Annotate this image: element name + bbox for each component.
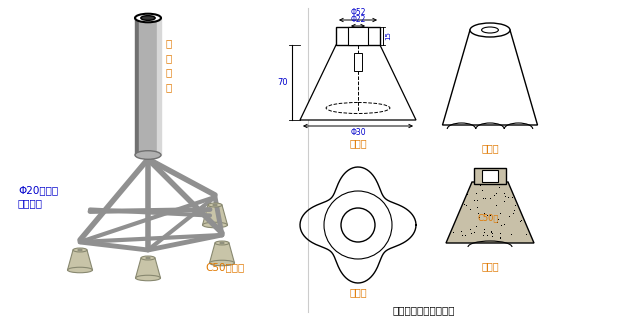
Ellipse shape xyxy=(146,257,150,259)
Text: 侧视图: 侧视图 xyxy=(349,138,367,148)
Text: 平面图: 平面图 xyxy=(349,287,367,297)
Ellipse shape xyxy=(210,260,235,266)
Ellipse shape xyxy=(78,249,82,251)
Ellipse shape xyxy=(215,241,229,245)
Bar xyxy=(482,170,498,182)
Polygon shape xyxy=(136,258,161,278)
Text: 15: 15 xyxy=(385,32,391,40)
Ellipse shape xyxy=(135,14,161,22)
Text: 立视图: 立视图 xyxy=(481,143,499,153)
Text: C50砼垫块: C50砼垫块 xyxy=(205,262,244,272)
Polygon shape xyxy=(442,30,538,125)
Bar xyxy=(474,168,506,184)
Ellipse shape xyxy=(203,222,228,228)
Text: 10: 10 xyxy=(399,107,408,113)
Polygon shape xyxy=(300,45,416,120)
Ellipse shape xyxy=(135,151,161,159)
Ellipse shape xyxy=(141,256,155,260)
Polygon shape xyxy=(210,243,235,263)
Ellipse shape xyxy=(73,248,87,252)
Ellipse shape xyxy=(136,275,161,281)
Ellipse shape xyxy=(208,203,222,207)
Bar xyxy=(135,18,139,155)
Ellipse shape xyxy=(470,23,510,37)
Text: C50砼: C50砼 xyxy=(478,213,500,222)
Text: 70: 70 xyxy=(277,78,288,87)
Polygon shape xyxy=(203,205,228,225)
Polygon shape xyxy=(446,182,534,243)
Bar xyxy=(336,27,380,45)
Bar xyxy=(157,18,161,155)
Bar xyxy=(348,27,368,45)
Text: Φ20钢筋制
支撑架子: Φ20钢筋制 支撑架子 xyxy=(18,185,58,208)
Polygon shape xyxy=(68,250,93,270)
Ellipse shape xyxy=(213,204,217,206)
Ellipse shape xyxy=(141,16,155,20)
Text: Φ52: Φ52 xyxy=(350,8,366,17)
Ellipse shape xyxy=(220,242,224,244)
Bar xyxy=(354,53,362,71)
Circle shape xyxy=(341,208,375,242)
Text: 20: 20 xyxy=(363,64,372,70)
Ellipse shape xyxy=(482,27,498,33)
Text: 钢管支架砼垫块示意图: 钢管支架砼垫块示意图 xyxy=(393,305,455,315)
Ellipse shape xyxy=(68,267,93,273)
Text: Φ22: Φ22 xyxy=(350,15,366,24)
Bar xyxy=(139,18,157,155)
Text: 立
柱
钢
管: 立 柱 钢 管 xyxy=(165,38,171,92)
Text: Φ30: Φ30 xyxy=(350,128,366,137)
Text: 剖视图: 剖视图 xyxy=(481,261,499,271)
